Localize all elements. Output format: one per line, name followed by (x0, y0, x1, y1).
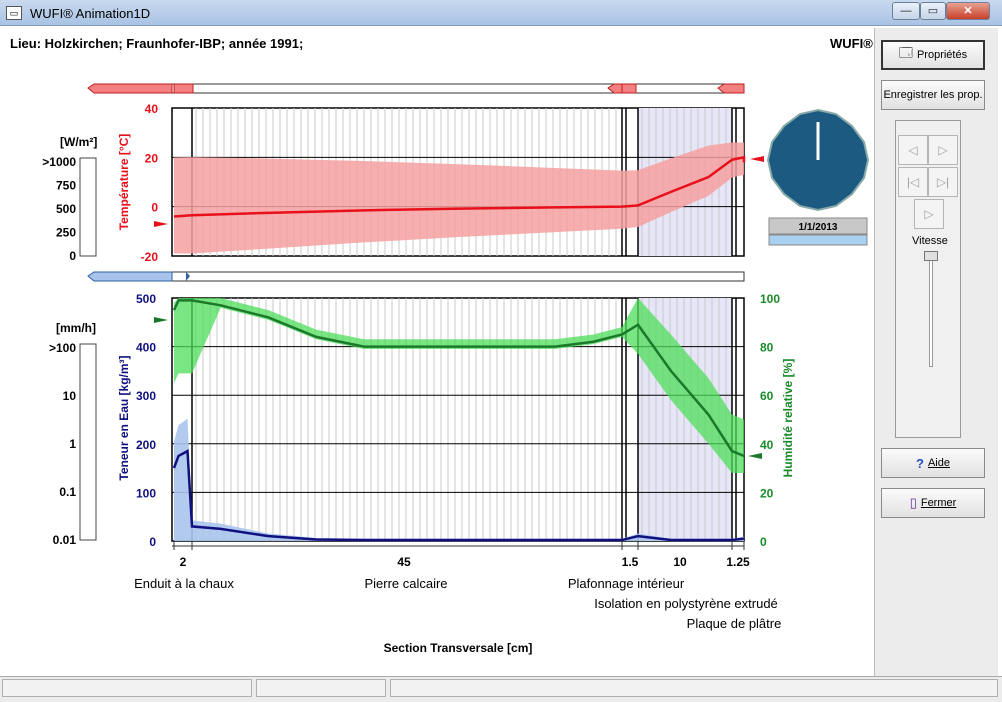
layer-thickness-label: 1.5 (622, 555, 639, 569)
outside-rh-arrow (154, 317, 168, 323)
humidity-axis-label: Humidité relative [%] (781, 359, 795, 478)
properties-icon: 🗔 (898, 45, 913, 60)
layer-marker-3 (717, 83, 745, 94)
heat-flux-tick-label: >1000 (42, 155, 76, 169)
save-properties-button[interactable]: Enregistrer les prop. (881, 80, 985, 110)
go-start-button[interactable]: |◁ (898, 167, 928, 197)
speed-slider[interactable] (924, 251, 938, 371)
humidity-tick-label: 0 (760, 535, 767, 549)
temperature-tick-label: 40 (145, 102, 159, 116)
water-tick-label: 400 (136, 341, 156, 355)
layer-thickness-label: 10 (673, 555, 687, 569)
minimize-button[interactable]: — (892, 2, 920, 20)
navigation-panel: ◁ ▷ |◁ ▷| ▷ Vitesse (895, 120, 961, 438)
heat-flux-tick-label: 750 (56, 179, 76, 193)
heat-flux-tick-label: 500 (56, 202, 76, 216)
water-tick-label: 500 (136, 292, 156, 306)
current-date: 1/1/2013 (799, 222, 838, 233)
temperature-tick-label: 20 (145, 151, 159, 165)
water-content-band (174, 418, 744, 541)
rain-tick-label: 10 (63, 389, 77, 403)
layer-thickness-label: 2 (180, 555, 187, 569)
rain-tick-label: 1 (69, 437, 76, 451)
temperature-tick-label: -20 (141, 250, 159, 264)
clock-widget: 1/1/2013 (766, 108, 870, 246)
layer-name-label: Plaque de plâtre (687, 616, 782, 631)
layer-name-label: Pierre calcaire (364, 576, 447, 591)
temperature-axis-label: Température [°C] (117, 134, 131, 231)
heat-flux-tick-label: 250 (56, 226, 76, 240)
temperature-range-band (174, 142, 744, 254)
heat-flux-bar (79, 157, 97, 257)
temperature-chart: 40 20 0 -20 Température [°C] (117, 102, 764, 264)
step-back-button[interactable]: ◁ (898, 135, 928, 165)
water-tick-label: 200 (136, 438, 156, 452)
top-layer-strip (87, 83, 745, 94)
play-button[interactable]: ▷ (914, 199, 944, 229)
rain-bar (79, 343, 97, 541)
date-progress-bar (768, 234, 868, 246)
layer-marker-2 (621, 83, 637, 94)
help-button[interactable]: ? Aide (881, 448, 985, 478)
layer-marker-plaster (173, 83, 194, 94)
date-box (768, 217, 868, 235)
status-segment-3 (390, 679, 998, 697)
rain-boundary-marker[interactable] (87, 271, 173, 282)
window-title: WUFI® Animation1D (30, 6, 151, 21)
water-tick-label: 0 (149, 535, 156, 549)
status-bar (0, 676, 1002, 702)
layer-name-label: Plafonnage intérieur (568, 576, 685, 591)
status-segment-1 (2, 679, 252, 697)
speed-label: Vitesse (912, 235, 948, 247)
location-header: Lieu: Holzkirchen; Fraunhofer-IBP; année… (10, 36, 304, 51)
layer-ruler: 2 45 1.5 10 1.25 Enduit à la chaux Pierre cal… (134, 541, 781, 655)
close-window-button[interactable]: ✕ (946, 2, 990, 20)
properties-button[interactable]: 🗔 Propriétés (881, 40, 985, 70)
outside-temp-arrow (154, 221, 168, 227)
layer-name-label: Enduit à la chaux (134, 576, 234, 591)
step-forward-button[interactable]: ▷ (928, 135, 958, 165)
humidity-tick-label: 40 (760, 438, 774, 452)
heat-flux-unit: [W/m²] (60, 135, 97, 149)
humidity-tick-label: 60 (760, 389, 774, 403)
water-axis-label: Teneur en Eau [kg/m³] (117, 355, 131, 480)
x-axis-label: Section Transversale [cm] (384, 641, 533, 655)
layer-thickness-label: 45 (397, 555, 411, 569)
water-tick-label: 300 (136, 389, 156, 403)
inside-rh-arrow (748, 453, 762, 459)
layer-name-label: Isolation en polystyrène extrudé (594, 596, 778, 611)
humidity-range-band (174, 298, 744, 473)
go-end-button[interactable]: ▷| (928, 167, 958, 197)
temperature-line (173, 155, 746, 218)
heat-flux-tick-label: 0 (69, 249, 76, 263)
water-tick-label: 100 (136, 486, 156, 500)
speed-slider-thumb[interactable] (924, 251, 938, 261)
water-content-line (172, 449, 745, 542)
animation-area: Lieu: Holzkirchen; Fraunhofer-IBP; année… (4, 28, 873, 672)
inside-temp-arrow (750, 156, 764, 162)
control-panel: 🗔 Propriétés Enregistrer les prop. ◁ ▷ |… (874, 28, 998, 676)
rain-tick-label: >100 (49, 341, 76, 355)
help-icon: ? (916, 455, 924, 471)
app-icon[interactable]: ▭ (6, 6, 22, 20)
status-segment-2 (256, 679, 386, 697)
layer-thickness-label: 1.25 (726, 555, 750, 569)
middle-layer-strip (87, 271, 745, 282)
temperature-tick-label: 0 (151, 201, 158, 215)
exit-door-icon: ▯ (909, 495, 917, 510)
rain-tick-label: 0.1 (59, 485, 76, 499)
humidity-line (172, 299, 745, 458)
humidity-tick-label: 80 (760, 341, 774, 355)
rain-unit: [mm/h] (56, 321, 96, 335)
brand-label: WUFI® (830, 36, 873, 51)
temp-boundary-left-marker[interactable] (87, 83, 173, 94)
maximize-button[interactable]: ▭ (920, 2, 946, 20)
humidity-tick-label: 20 (760, 486, 774, 500)
rain-tick-label: 0.01 (53, 533, 77, 547)
close-button[interactable]: ▯ Fermer (881, 488, 985, 518)
humidity-tick-label: 100 (760, 292, 780, 306)
title-bar: ▭ WUFI® Animation1D — ▭ ✕ (0, 0, 1002, 26)
